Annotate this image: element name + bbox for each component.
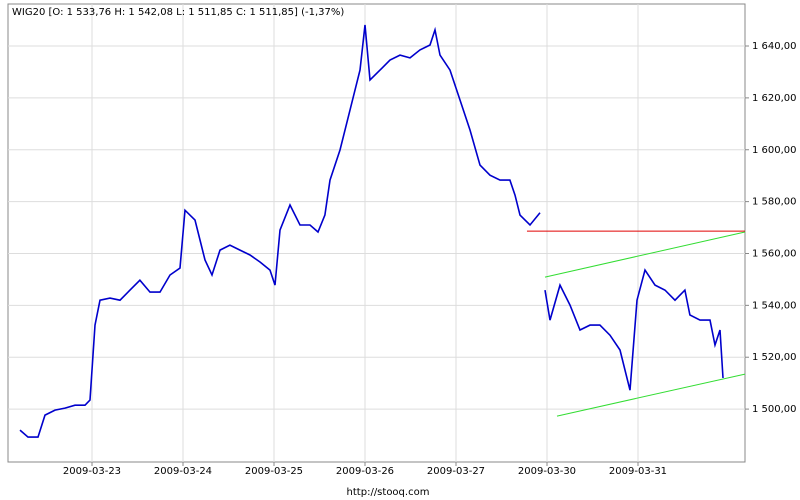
y-tick-label: 1 600,00 xyxy=(752,145,797,156)
x-tick-label: 2009-03-23 xyxy=(63,466,121,477)
x-tick-label: 2009-03-26 xyxy=(336,466,394,477)
y-tick-label: 1 520,00 xyxy=(752,352,797,363)
x-tick-label: 2009-03-24 xyxy=(154,466,212,477)
y-tick-label: 1 540,00 xyxy=(752,300,797,311)
trend-line xyxy=(544,231,746,278)
plot-area xyxy=(7,3,746,463)
y-tick-label: 1 580,00 xyxy=(752,197,797,208)
x-tick-label: 2009-03-31 xyxy=(609,466,667,477)
price-line xyxy=(19,24,724,438)
x-tick-label: 2009-03-30 xyxy=(518,466,576,477)
y-tick-label: 1 560,00 xyxy=(752,248,797,259)
chart-title: WIG20 [O: 1 533,76 H: 1 542,08 L: 1 511,… xyxy=(12,7,344,18)
y-tick-label: 1 500,00 xyxy=(752,404,797,415)
y-tick-label: 1 640,00 xyxy=(752,41,797,52)
trend-line xyxy=(556,373,746,417)
x-tick-label: 2009-03-27 xyxy=(427,466,485,477)
x-tick-label: 2009-03-25 xyxy=(245,466,303,477)
footer: http://stooq.com xyxy=(347,487,430,498)
y-tick-label: 1 620,00 xyxy=(752,93,797,104)
